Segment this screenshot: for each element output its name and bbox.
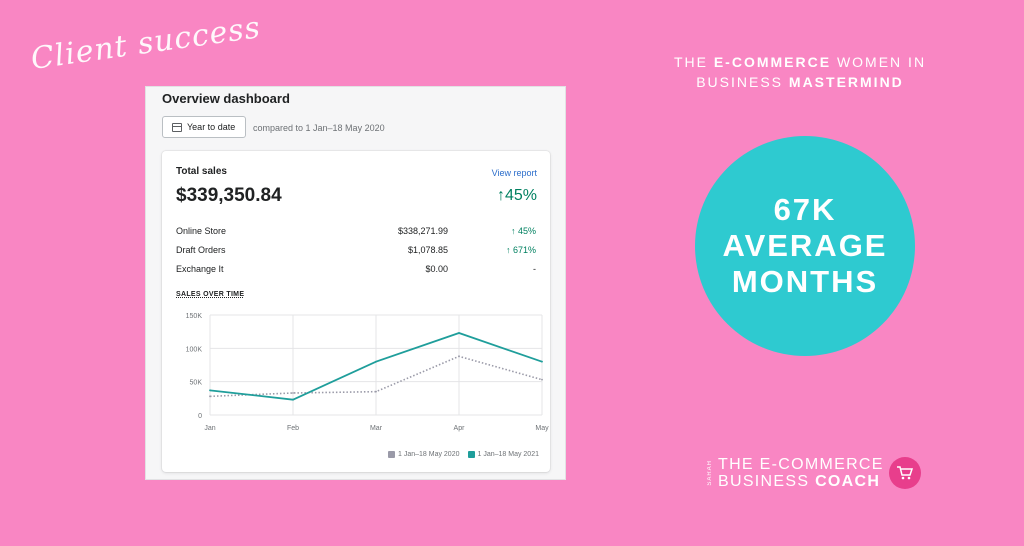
data-point: [375, 360, 377, 363]
data-point: [209, 389, 211, 392]
client-success-title: Client success: [28, 10, 263, 77]
table-row: Exchange It $0.00 -: [176, 264, 536, 274]
stat-circle: 67K AVERAGE MONTHS: [695, 136, 915, 356]
x-tick-label: May: [535, 425, 549, 432]
data-point: [458, 355, 460, 358]
data-point: [541, 378, 543, 381]
y-tick-label: 150K: [186, 313, 203, 320]
view-report-link[interactable]: View report: [491, 168, 537, 178]
legend-item-2020: 1 Jan–18 May 2020: [388, 451, 460, 458]
x-tick-label: Feb: [287, 425, 299, 432]
legend-item-2021: 1 Jan–18 May 2021: [467, 451, 539, 458]
comparison-text: compared to 1 Jan–18 May 2020: [253, 123, 385, 133]
y-tick-label: 50K: [190, 380, 203, 387]
mastermind-heading: THE E-COMMERCE WOMEN IN BUSINESS MASTERM…: [673, 54, 927, 90]
page-title: Overview dashboard: [162, 91, 290, 106]
stat-line-2: AVERAGE: [722, 228, 888, 263]
x-tick-label: Apr: [454, 425, 466, 432]
sales-over-time-label: SALES OVER TIME: [176, 291, 245, 298]
stat-value: 67K: [773, 192, 837, 227]
x-tick-label: Mar: [370, 425, 383, 432]
overview-dashboard-screenshot: Overview dashboard Year to date compared…: [145, 86, 566, 480]
table-row: Online Store $338,271.99 ↑ 45%: [176, 226, 536, 236]
brand-logo: SARAH THE E-COMMERCE BUSINESS COACH: [707, 456, 921, 490]
data-point: [375, 390, 377, 393]
y-tick-label: 100K: [186, 346, 203, 353]
shopping-cart-icon: [888, 457, 921, 489]
sales-line-chart: 0 50K 100K 150K Jan Feb Mar Apr May: [186, 313, 549, 432]
x-tick-label: Jan: [204, 425, 215, 432]
data-point: [292, 398, 294, 401]
date-range-button[interactable]: Year to date: [162, 116, 246, 138]
table-row: Draft Orders $1,078.85 ↑ 671%: [176, 245, 536, 255]
total-sales-change: ↑45%: [496, 187, 537, 204]
calendar-icon: [172, 122, 182, 132]
card-title: Total sales: [176, 166, 227, 177]
stat-line-3: MONTHS: [731, 264, 879, 299]
data-point: [458, 332, 460, 334]
data-point: [209, 395, 211, 398]
total-sales-card: Total sales View report $339,350.84 ↑45%…: [162, 151, 550, 472]
y-tick-label: 0: [198, 413, 202, 420]
total-sales-value: $339,350.84: [176, 185, 282, 206]
data-point: [541, 360, 543, 363]
data-point: [292, 392, 294, 394]
chart-legend: 1 Jan–18 May 2020 1 Jan–18 May 2021: [380, 451, 539, 458]
